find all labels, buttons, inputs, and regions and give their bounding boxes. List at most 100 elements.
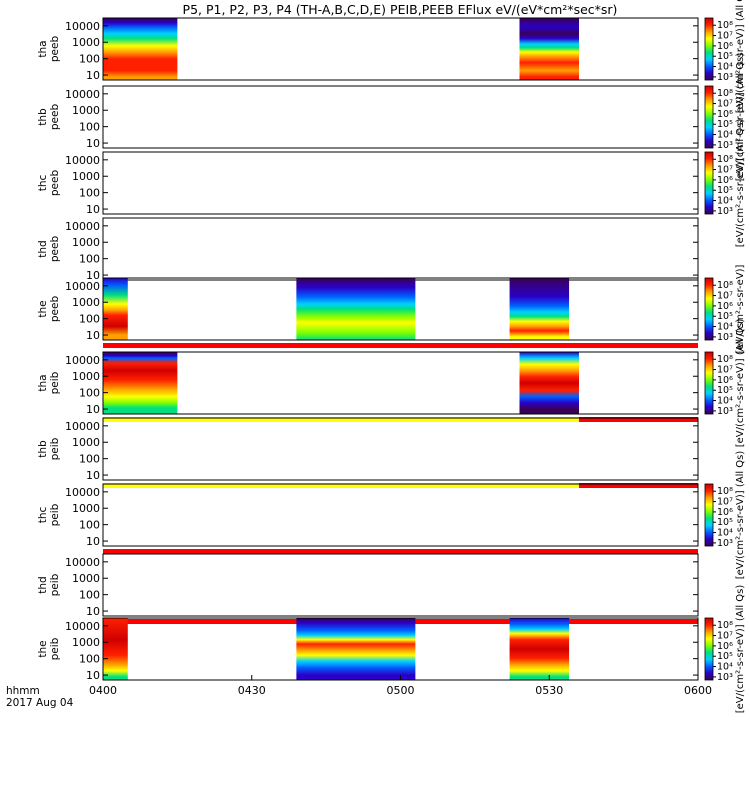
spectrogram-block-2 (296, 278, 416, 340)
colorbar-title: [eV/(cm²-s-sr-eV)] (All Qs) (735, 319, 746, 448)
mode-bar (103, 483, 579, 488)
colorbar-tick-label: 10⁷ (717, 99, 733, 110)
y-tick-label: 1000 (72, 370, 100, 383)
y-tick-label: 10000 (65, 354, 100, 367)
y-tick-label: 100 (79, 253, 100, 266)
y-tick-label: 10000 (65, 154, 100, 167)
panel-frame (102, 217, 699, 281)
colorbar-tick-label: 10⁴ (717, 322, 733, 333)
panel-label: thdpeeb (37, 236, 61, 263)
panel-label: thcpeib (37, 503, 61, 526)
panel-tha-peib: 10100100010000thapeib10³10⁴10⁵10⁶10⁷10⁸[… (37, 319, 746, 448)
colorbar-tick-label: 10⁴ (717, 62, 733, 73)
spectrogram-block-3 (509, 618, 570, 680)
colorbar-tick-label: 10⁸ (717, 620, 733, 631)
panel-label: thepeib (37, 637, 61, 660)
x-tick-label: 0500 (387, 684, 415, 697)
x-tick-label: 0600 (684, 684, 712, 697)
colorbar-tick-label: 10³ (717, 72, 733, 83)
colorbar-tick-label: 10⁴ (717, 662, 733, 673)
y-tick-label: 1000 (72, 636, 100, 649)
y-tick-label: 1000 (72, 170, 100, 183)
y-tick-label: 10000 (65, 556, 100, 569)
y-tick-label: 1000 (72, 572, 100, 585)
colorbar-tick-label: 10⁶ (717, 109, 733, 120)
colorbar-tick-label: 10⁴ (717, 130, 733, 141)
x-tick-label: 0400 (89, 684, 117, 697)
y-tick-label: 10 (86, 137, 100, 150)
x-tick-label: 0430 (238, 684, 266, 697)
panel-thd-peib: 10 100 1000 10000 thdpeib (37, 553, 699, 624)
colorbar-tick-label: 10³ (717, 140, 733, 151)
y-tick-label: 100 (79, 121, 100, 134)
y-tick-label: 10000 (65, 486, 100, 499)
spectrogram-block-1 (103, 18, 178, 80)
mode-bar (579, 483, 698, 488)
colorbar-tick-label: 10³ (717, 672, 733, 683)
colorbar-tick-label: 10⁴ (717, 196, 733, 207)
colorbar-tick-label: 10⁷ (717, 31, 733, 42)
colorbar-tick-label: 10⁶ (717, 301, 733, 312)
colorbar-tick-label: 10⁸ (717, 354, 733, 365)
panel-thc-peib: 10 100 1000 10000 thcpeib 10³10⁴10⁵10⁶10⁷10⁸[… (37, 451, 746, 580)
colorbar-tick-label: 10⁶ (717, 507, 733, 518)
colorbar-tick-label: 10⁸ (717, 280, 733, 291)
panel-label: thapeeb (37, 36, 61, 63)
y-tick-label: 10000 (65, 88, 100, 101)
colorbar-tick-label: 10⁵ (717, 119, 733, 130)
panels-group: 10100100010000thapeeb10³10⁴10⁵10⁶10⁷10⁸[… (37, 0, 746, 713)
colorbar-tick-label: 10⁸ (717, 154, 733, 165)
panel-label: thdpeib (37, 573, 61, 596)
colorbar-tick-label: 10⁶ (717, 41, 733, 52)
panel-thb-peib: 10 100 1000 10000 thbpeib (37, 417, 699, 488)
colorbar-tick-label: 10⁷ (717, 631, 733, 642)
colorbar-tick-label: 10⁵ (717, 651, 733, 662)
panel-frame (102, 351, 699, 415)
y-tick-label: 10 (86, 469, 100, 482)
panel-the-peib: 10 100 1000 10000 thepeib 10³10⁴10⁵10⁶10⁷10⁸[… (37, 585, 746, 714)
panel-thc-peeb: 10100100010000thcpeeb10³10⁴10⁵10⁶10⁷10⁸[… (37, 119, 746, 248)
panel-frame (102, 151, 699, 215)
y-tick-label: 1000 (72, 236, 100, 249)
y-tick-label: 10000 (65, 420, 100, 433)
y-tick-label: 10 (86, 605, 100, 618)
y-tick-label: 10000 (65, 220, 100, 233)
spectrogram-block-2 (296, 618, 416, 680)
y-tick-label: 1000 (72, 296, 100, 309)
y-tick-label: 100 (79, 653, 100, 666)
panel-frame (102, 277, 699, 341)
colorbar-title: [eV/(cm²-s-sr-eV)] (All Qs) (735, 53, 746, 182)
colorbar-tick-label: 10⁵ (717, 517, 733, 528)
mode-bar (103, 549, 698, 554)
y-tick-label: 10 (86, 403, 100, 416)
y-tick-label: 100 (79, 589, 100, 602)
colorbar-tick-label: 10⁶ (717, 641, 733, 652)
x-tick-label: 0530 (535, 684, 563, 697)
y-tick-label: 10 (86, 203, 100, 216)
y-tick-label: 100 (79, 187, 100, 200)
colorbar-title: [eV/(cm²-s-sr-eV)] (All Qs) (735, 0, 746, 113)
colorbar-tick-label: 10⁷ (717, 165, 733, 176)
panel-thd-peeb: 10 100 1000 10000 thdpeeb (37, 217, 699, 282)
y-tick-label: 1000 (72, 104, 100, 117)
panel-frame (102, 17, 699, 81)
colorbar-tick-label: 10⁴ (717, 396, 733, 407)
panel-label: thepeeb (37, 296, 61, 323)
colorbar-title: [eV/(cm²-s-sr-eV)] (All Qs) (735, 451, 746, 580)
y-tick-label: 10 (86, 269, 100, 282)
panel-frame (102, 483, 699, 547)
y-tick-label: 100 (79, 387, 100, 400)
y-tick-label: 10 (86, 329, 100, 342)
colorbar-tick-label: 10⁷ (717, 497, 733, 508)
date-label: 2017 Aug 04 (6, 697, 74, 709)
colorbar-tick-label: 10⁵ (717, 385, 733, 396)
colorbar-title: [eV/(cm²-s-sr-eV)] (All Qs) (735, 119, 746, 248)
colorbar-tick-label: 10³ (717, 538, 733, 549)
